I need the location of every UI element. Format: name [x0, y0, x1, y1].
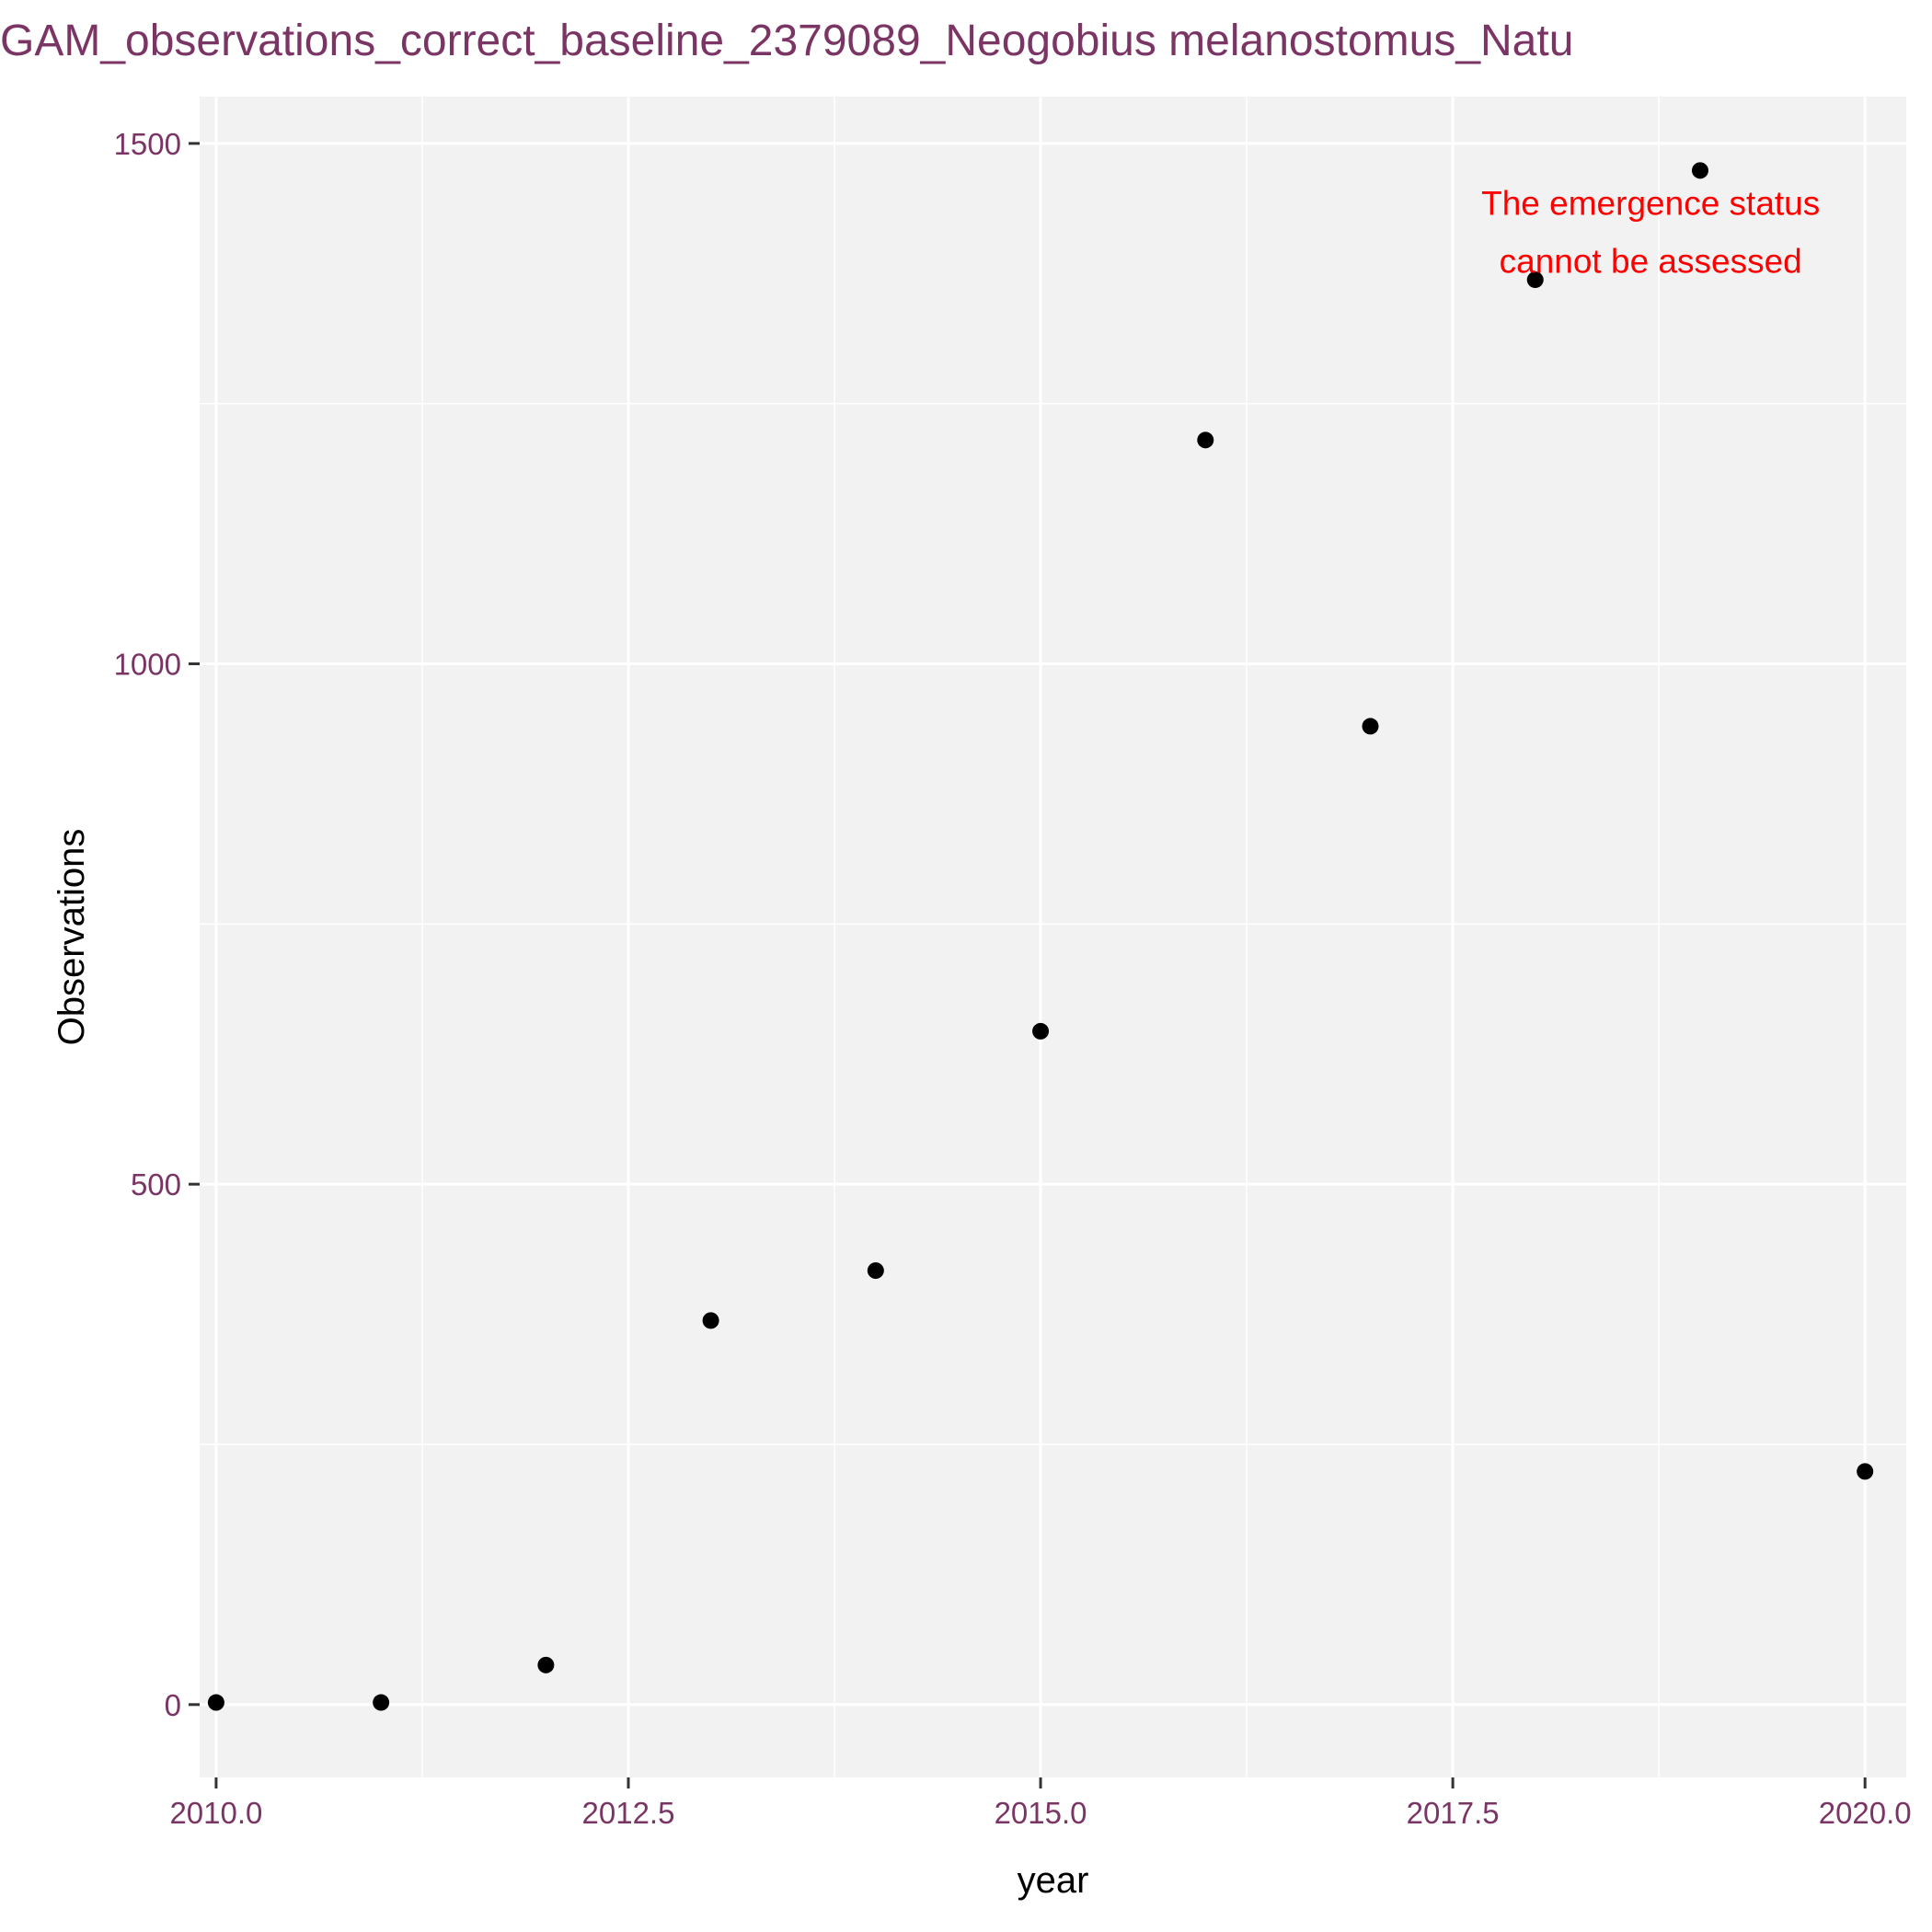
x-axis-title: year — [1018, 1860, 1089, 1901]
x-tick-label: 2012.5 — [582, 1796, 675, 1830]
data-point — [1362, 718, 1379, 735]
plot-panel — [200, 97, 1906, 1777]
data-point — [1032, 1022, 1050, 1040]
data-points — [207, 162, 1874, 1711]
y-tick-label: 0 — [165, 1688, 181, 1722]
x-tick-label: 2020.0 — [1819, 1796, 1912, 1830]
data-point — [1526, 271, 1544, 289]
data-point — [537, 1656, 555, 1673]
data-point — [702, 1312, 719, 1329]
data-point — [207, 1694, 224, 1711]
data-point — [1197, 431, 1214, 449]
x-tick-label: 2010.0 — [169, 1796, 262, 1830]
annotation-line: cannot be assessed — [1500, 243, 1802, 281]
y-tick-label: 500 — [131, 1167, 181, 1202]
y-axis-title: Observations — [52, 829, 92, 1046]
chart-title: GAM_observations_correct_baseline_237908… — [0, 17, 1573, 65]
axes: 2010.0 2012.5 2015.0 2017.5 2020.0 0 500 1000 15… — [114, 127, 1912, 1830]
annotation-line: The emergence status — [1481, 185, 1820, 223]
data-point — [1691, 162, 1708, 179]
grid-lines — [200, 97, 1906, 1777]
data-point — [867, 1262, 884, 1280]
y-tick-label: 1000 — [114, 648, 181, 682]
annotation: The emergence status cannot be assessed — [1481, 185, 1820, 281]
data-point — [373, 1694, 390, 1711]
y-tick-label: 1500 — [114, 127, 181, 161]
data-point — [1857, 1463, 1874, 1480]
x-tick-label: 2017.5 — [1407, 1796, 1500, 1830]
x-tick-label: 2015.0 — [995, 1796, 1087, 1830]
